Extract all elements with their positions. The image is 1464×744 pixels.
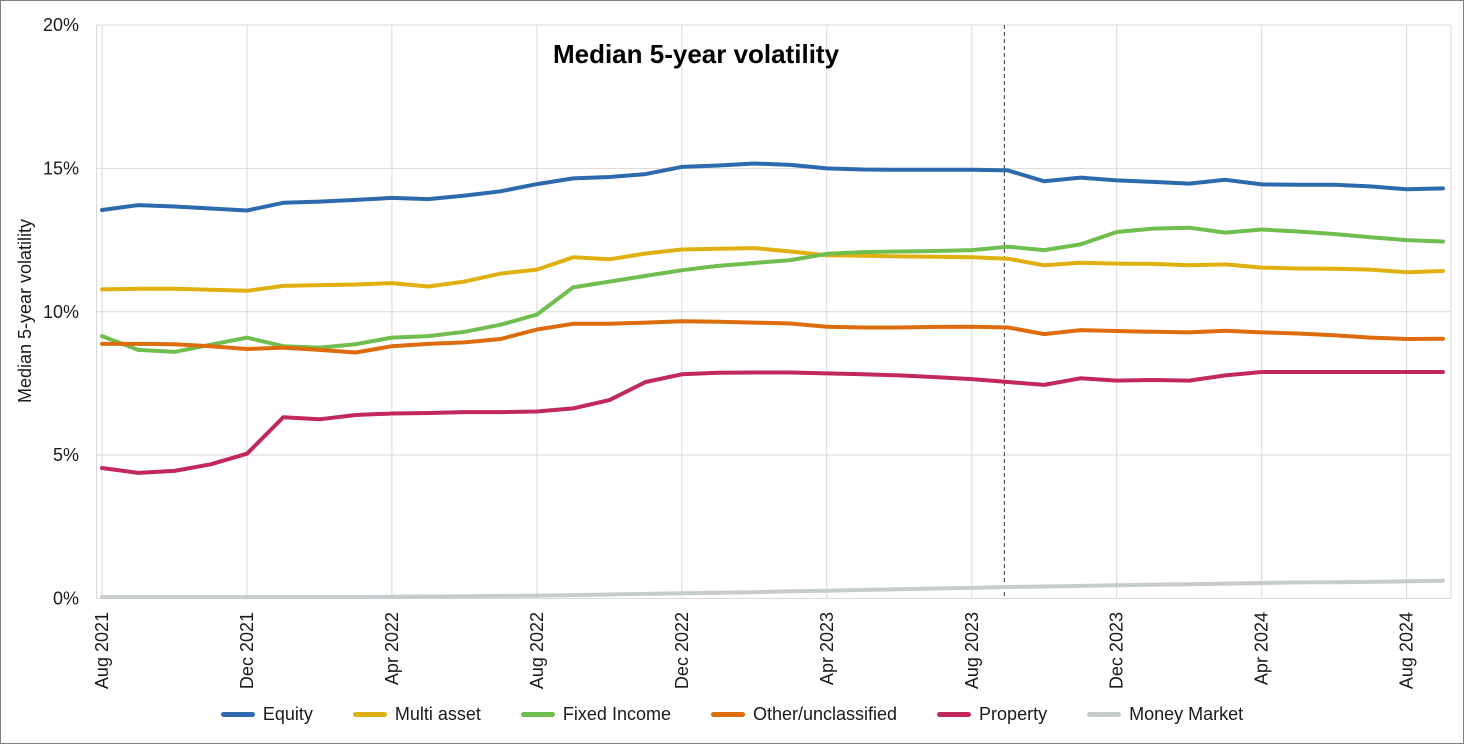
- y-tick-label: 0%: [53, 589, 79, 609]
- x-tick-label: Dec 2022: [672, 612, 692, 689]
- y-tick-label: 20%: [43, 15, 79, 35]
- x-tick-label: Aug 2024: [1397, 612, 1417, 689]
- series-line-fixed-income: [100, 225, 1445, 354]
- legend-swatch-money-market: [1087, 712, 1122, 717]
- y-tick-label: 5%: [53, 445, 79, 465]
- x-tick-label: Apr 2023: [817, 612, 837, 685]
- legend-swatch-equity: [220, 712, 255, 717]
- legend-label-other-unclassified: Other/unclassified: [752, 704, 898, 724]
- chart-title: Median 5-year volatility: [552, 39, 840, 69]
- series-line-property: [100, 370, 1445, 475]
- legend-item-multi-asset: Multi asset: [352, 704, 481, 725]
- legend: Equity Multi asset Fixed Income Other/uncla…: [1, 704, 1463, 725]
- legend-label-money-market: Money Market: [1129, 704, 1244, 724]
- legend-swatch-fixed-income: [520, 712, 555, 717]
- legend-label-equity: Equity: [262, 704, 313, 724]
- x-tick-label: Aug 2023: [962, 612, 982, 689]
- x-tick-label: Dec 2021: [237, 612, 257, 689]
- legend-swatch-multi-asset: [352, 712, 387, 717]
- legend-item-fixed-income: Fixed Income: [520, 704, 671, 725]
- series-line-other-unclassified: [100, 319, 1445, 355]
- series-line-multi-asset: [100, 246, 1445, 293]
- legend-label-property: Property: [979, 704, 1048, 724]
- legend-label-multi-asset: Multi asset: [394, 704, 481, 724]
- x-tick-label: Dec 2023: [1107, 612, 1127, 689]
- x-tick-label: Apr 2024: [1252, 612, 1272, 685]
- legend-item-equity: Equity: [220, 704, 313, 725]
- series-line-equity: [100, 161, 1445, 213]
- x-tick-label: Aug 2022: [527, 612, 547, 689]
- x-tick-label: Aug 2021: [92, 612, 112, 689]
- legend-item-other-unclassified: Other/unclassified: [710, 704, 898, 725]
- legend-label-fixed-income: Fixed Income: [562, 704, 671, 724]
- y-axis-title: Median 5-year volatility: [15, 219, 35, 403]
- series-line-money-market: [100, 578, 1445, 600]
- legend-swatch-other-unclassified: [710, 712, 745, 717]
- y-tick-label: 10%: [43, 302, 79, 322]
- legend-item-property: Property: [937, 704, 1047, 725]
- legend-item-money-market: Money Market: [1087, 704, 1243, 725]
- y-tick-label: 15%: [43, 158, 79, 178]
- legend-swatch-property: [937, 712, 972, 717]
- x-tick-label: Apr 2022: [382, 612, 402, 685]
